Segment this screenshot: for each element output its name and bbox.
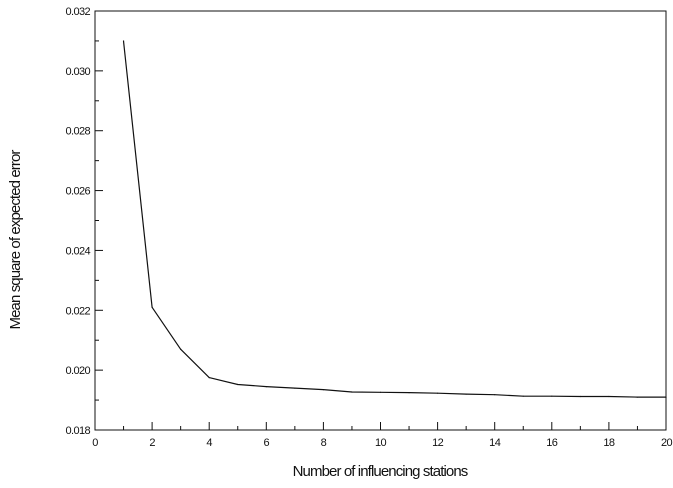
- data-point: [351, 391, 353, 393]
- data-point: [437, 392, 439, 394]
- data-point: [551, 395, 553, 397]
- data-point: [465, 393, 467, 395]
- data-point: [494, 394, 496, 396]
- x-tick-label: 20: [661, 437, 673, 449]
- series-line: [122, 40, 666, 398]
- y-tick-label: 0.024: [65, 245, 90, 257]
- y-tick-label: 0.032: [65, 6, 90, 18]
- data-point: [608, 395, 610, 398]
- data-point: [522, 395, 524, 397]
- x-tick-label: 16: [546, 437, 558, 449]
- plot-area: [94, 10, 667, 431]
- data-point: [237, 383, 239, 386]
- y-tick-label: 0.022: [65, 305, 90, 317]
- x-tick-label: 8: [321, 437, 327, 449]
- y-tick-label: 0.028: [65, 126, 90, 138]
- data-point: [122, 40, 125, 42]
- data-point: [151, 306, 153, 308]
- data-point: [665, 396, 667, 398]
- y-tick-label: 0.020: [65, 365, 90, 377]
- data-point: [379, 391, 382, 393]
- x-tick-label: 2: [149, 437, 155, 449]
- y-tick-label: 0.018: [65, 425, 90, 437]
- x-tick-label: 0: [92, 437, 98, 449]
- data-point: [322, 388, 324, 391]
- data-point: [408, 391, 410, 394]
- x-axis: 0 2 4 6 8 10 12 14 16 18 20: [92, 422, 673, 449]
- data-point: [294, 387, 296, 389]
- x-tick-label: 10: [375, 437, 387, 449]
- x-tick-label: 4: [206, 437, 212, 449]
- y-axis-label: Mean square of expected error: [7, 150, 24, 330]
- series-layer: [122, 40, 667, 398]
- x-tick-label: 14: [489, 437, 501, 449]
- data-point: [180, 348, 182, 350]
- x-tick-label: 18: [603, 437, 615, 449]
- data-point: [636, 396, 639, 398]
- data-point: [265, 386, 267, 388]
- x-axis-label: Number of influencing stations: [293, 463, 468, 480]
- y-tick-label: 0.026: [65, 186, 90, 198]
- y-tick-label: 0.030: [65, 66, 90, 78]
- plot-frame: [94, 10, 667, 431]
- data-point: [208, 377, 210, 379]
- x-tick-label: 6: [264, 437, 270, 449]
- x-tick-label: 12: [432, 437, 444, 449]
- data-point: [579, 395, 581, 398]
- y-axis: 0.018 0.020 0.022 0.024 0.026 0.028 0.030 0.032: [65, 6, 103, 437]
